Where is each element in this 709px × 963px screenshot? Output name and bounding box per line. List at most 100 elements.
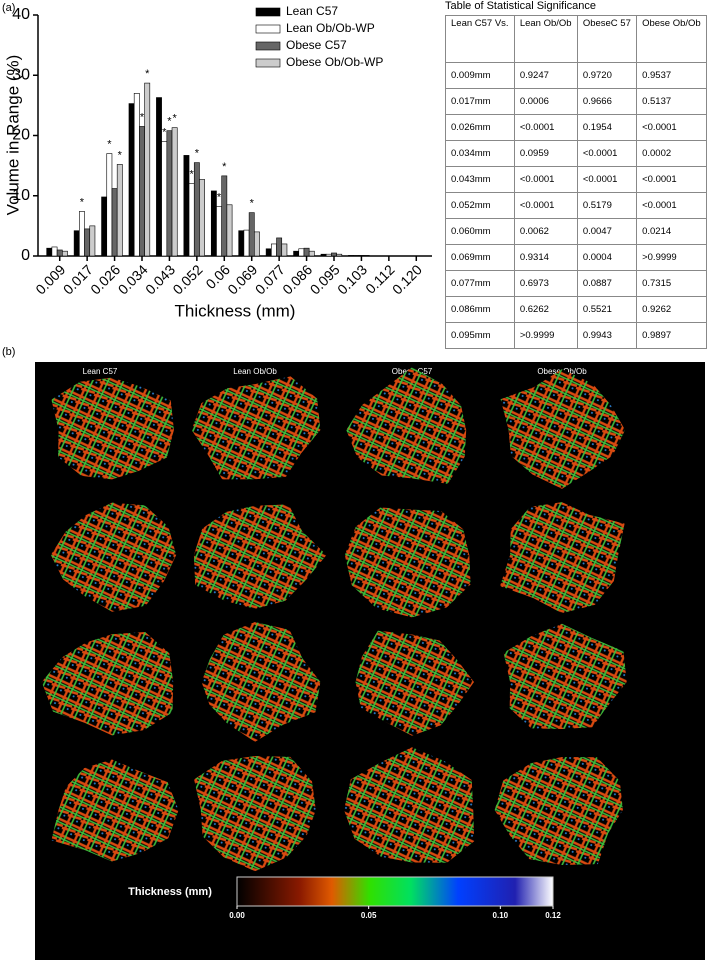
bar [248,212,255,257]
table-cell: <0.0001 [576,140,638,167]
table-cell: 0.5521 [576,296,638,323]
bar [271,243,277,257]
table-cell: 0.034mm [445,140,515,167]
bar [320,253,327,257]
column-title: Lean C57 [83,367,118,376]
table-cell: 0.9943 [576,322,638,349]
table-cell: 0.0214 [636,218,707,245]
table-cell: 0.0047 [576,218,638,245]
colorbar-tick-label: 0.00 [229,911,245,920]
table-row: 0.009mm 0.9247 0.9720 0.9537 [445,62,707,89]
bar [171,127,178,257]
x-axis-label: Thickness (mm) [175,301,296,320]
bar [56,249,63,257]
y-tick-label: 0 [21,247,30,264]
bone-image [51,377,174,480]
legend-label: Obese Ob/Ob-WP [286,55,383,69]
significance-marker: * [107,138,112,150]
table-cell: >0.9999 [636,244,707,271]
table-row: 0.017mm 0.0006 0.9666 0.5137 [445,88,707,115]
bone-image [344,747,475,863]
bar [111,188,118,257]
table-header-cell: Obese Ob/Ob [636,15,707,63]
bar [46,247,53,257]
table-cell: 0.9897 [636,322,707,349]
bar [183,155,190,257]
bar [363,255,370,257]
table-cell: <0.0001 [636,114,707,141]
bar [281,243,288,257]
x-tick-label: 0.026 [87,261,123,297]
bar [199,179,205,257]
bone-image [500,369,626,489]
table-cell: 0.9262 [636,296,707,323]
table-cell: 0.9314 [513,244,578,271]
x-tick-label: 0.103 [334,261,370,297]
bone-image [191,376,321,480]
table-cell: 0.0004 [576,244,638,271]
bone-image [194,756,316,872]
table-row: 0.086mm 0.6262 0.5521 0.9262 [445,296,707,323]
bar [84,228,91,257]
table-header-cell: Lean Ob/Ob [513,15,578,63]
y-tick-label: 20 [12,127,30,144]
x-tick-label: 0.086 [279,261,315,297]
x-tick-label: 0.052 [170,261,206,297]
table-row: 0.060mm 0.0062 0.0047 0.0214 [445,218,707,245]
table-cell: 0.0062 [513,218,578,245]
bar [293,250,300,257]
table-cell: 0.6973 [513,270,578,297]
bar [161,141,168,257]
x-tick-label: 0.120 [389,261,425,297]
significance-marker: * [118,149,123,161]
bone-image [41,632,174,736]
table-cell: 0.069mm [445,244,515,271]
bar [298,248,305,257]
table-cell: 0.0887 [576,270,638,297]
bar [156,97,162,257]
colorbar-tick-label: 0.12 [545,911,561,920]
bone-image [51,759,179,862]
bone-image [201,622,321,742]
significance-marker: * [250,198,255,210]
table-cell: 0.017mm [445,88,515,115]
bar [193,162,200,257]
table-cell: 0.0006 [513,88,578,115]
table-cell: 0.060mm [445,218,515,245]
significance-marker: * [162,126,167,138]
x-tick-label: 0.069 [224,261,260,297]
table-cell: 0.9720 [576,62,638,89]
bar [188,183,195,257]
significance-marker: * [190,169,195,181]
bar [348,255,354,257]
table-row: 0.026mm <0.0001 0.1954 <0.0001 [445,114,707,141]
bar [331,252,337,257]
bone-image [503,623,627,729]
bar [336,253,343,257]
significance-marker: * [217,192,222,204]
table-cell: 0.086mm [445,296,515,323]
table-cell: >0.9999 [513,322,578,349]
table-cell: <0.0001 [576,166,638,193]
table-cell: 0.077mm [445,270,515,297]
table-cell: 0.5137 [636,88,707,115]
bar [238,230,245,257]
table-cell: 0.9666 [576,88,638,115]
bar [265,248,272,257]
colorbar-tick-label: 0.10 [493,911,509,920]
significance-marker: * [167,116,172,128]
table-cell: 0.009mm [445,62,515,89]
table-cell: <0.0001 [513,114,578,141]
legend-label: Lean Ob/Ob-WP [286,21,375,35]
significance-marker: * [195,148,200,160]
table-cell: 0.0959 [513,140,578,167]
table-row: 0.034mm 0.0959 <0.0001 0.0002 [445,140,707,167]
bone-image [494,757,623,865]
table-cell: 0.7315 [636,270,707,297]
bar [106,153,113,257]
x-tick-label: 0.077 [252,261,288,297]
table-row: 0.095mm >0.9999 0.9943 0.9897 [445,322,707,349]
legend-swatch [255,58,281,68]
significance-marker: * [80,196,85,208]
